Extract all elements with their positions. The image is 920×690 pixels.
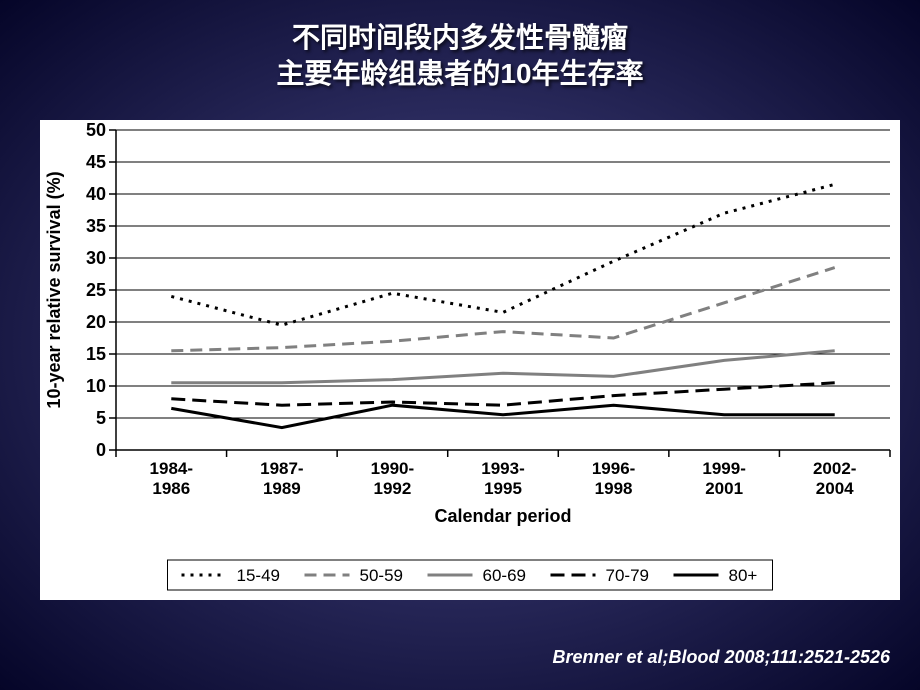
citation-text: Brenner et al;Blood 2008;111:2521-2526 xyxy=(553,647,891,668)
chart-title: 不同时间段内多发性骨髓瘤 主要年龄组患者的10年生存率 xyxy=(0,0,920,93)
svg-text:40: 40 xyxy=(86,184,106,204)
svg-text:80+: 80+ xyxy=(729,566,758,585)
svg-text:0: 0 xyxy=(96,440,106,460)
svg-text:1990-: 1990- xyxy=(371,459,414,478)
svg-text:1986: 1986 xyxy=(152,479,190,498)
svg-text:1998: 1998 xyxy=(595,479,633,498)
svg-text:60-69: 60-69 xyxy=(483,566,526,585)
svg-text:Calendar period: Calendar period xyxy=(434,506,571,526)
svg-text:1996-: 1996- xyxy=(592,459,635,478)
chart-area: 0 5 10 15 20 25 30 35 40 45 50 1984-1986 1987-1989 19… xyxy=(40,120,900,600)
svg-text:45: 45 xyxy=(86,152,106,172)
svg-text:30: 30 xyxy=(86,248,106,268)
svg-text:2001: 2001 xyxy=(705,479,743,498)
title-line-1: 不同时间段内多发性骨髓瘤 xyxy=(0,20,920,56)
svg-text:1984-: 1984- xyxy=(150,459,193,478)
svg-text:1999-: 1999- xyxy=(702,459,745,478)
slide: { "title": { "line1": "不同时间段内多发性骨髓瘤", "l… xyxy=(0,0,920,690)
survival-line-chart: 0 5 10 15 20 25 30 35 40 45 50 1984-1986 1987-1989 19… xyxy=(40,120,900,600)
svg-text:10-year relative survival (%): 10-year relative survival (%) xyxy=(44,171,64,408)
svg-text:20: 20 xyxy=(86,312,106,332)
svg-text:25: 25 xyxy=(86,280,106,300)
svg-text:15: 15 xyxy=(86,344,106,364)
svg-text:35: 35 xyxy=(86,216,106,236)
svg-text:15-49: 15-49 xyxy=(237,566,280,585)
svg-text:1993-: 1993- xyxy=(481,459,524,478)
svg-text:50-59: 50-59 xyxy=(360,566,403,585)
svg-text:1995: 1995 xyxy=(484,479,522,498)
title-line-2: 主要年龄组患者的10年生存率 xyxy=(0,56,920,92)
svg-text:1989: 1989 xyxy=(263,479,301,498)
svg-text:1992: 1992 xyxy=(374,479,412,498)
svg-text:1987-: 1987- xyxy=(260,459,303,478)
svg-text:2004: 2004 xyxy=(816,479,854,498)
svg-text:5: 5 xyxy=(96,408,106,428)
svg-text:70-79: 70-79 xyxy=(606,566,649,585)
svg-text:10: 10 xyxy=(86,376,106,396)
svg-text:50: 50 xyxy=(86,120,106,140)
svg-text:2002-: 2002- xyxy=(813,459,856,478)
